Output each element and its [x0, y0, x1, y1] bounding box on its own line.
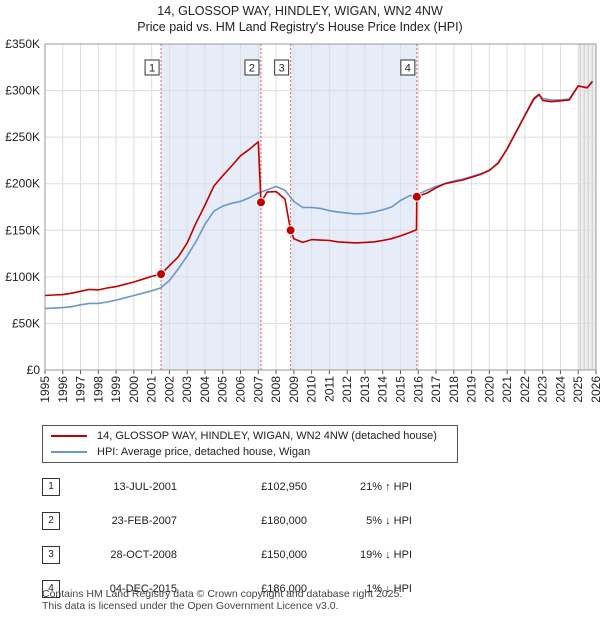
legend-item-hpi: HPI: Average price, detached house, Wiga… [51, 444, 310, 460]
x-tick-label: 2023 [536, 376, 550, 403]
y-tick-label: £300K [5, 84, 40, 98]
sale-price: £186,000 [261, 583, 307, 595]
x-tick-label: 2000 [127, 376, 141, 403]
x-tick-label: 2012 [340, 376, 354, 403]
sale-label: 1 [149, 63, 155, 75]
sale-price: £150,000 [261, 549, 307, 561]
sale-date: 28-OCT-2008 [110, 549, 177, 561]
legend-item-property: 14, GLOSSOP WAY, HINDLEY, WIGAN, WN2 4NW… [51, 428, 437, 444]
sale-point [411, 191, 422, 202]
sale-point [255, 197, 266, 208]
x-tick-label: 2011 [322, 376, 336, 402]
x-tick-label: 2018 [447, 376, 461, 403]
y-tick-label: £50K [12, 316, 40, 330]
sale-date: 04-DEC-2015 [109, 583, 177, 595]
x-tick-label: 2016 [411, 376, 425, 403]
x-tick-label: 2007 [251, 376, 265, 403]
price-chart: £0 £50K £100K £150K £200K £250K £300K £350K 1995… [5, 37, 600, 403]
sale-label: 2 [249, 63, 255, 75]
sale-label: 4 [405, 63, 411, 75]
sale-point [285, 225, 296, 236]
x-tick-label: 1999 [109, 376, 123, 403]
chart-title: 14, GLOSSOP WAY, HINDLEY, WIGAN, WN2 4NW [157, 4, 443, 18]
x-tick-label: 2002 [162, 376, 176, 403]
y-tick-label: £250K [5, 130, 40, 144]
legend-swatch-hpi [51, 451, 87, 454]
sale-date: 23-FEB-2007 [111, 515, 177, 527]
plot-frame [44, 43, 597, 371]
sale-price: £180,000 [261, 515, 307, 527]
x-tick-label: 2014 [376, 376, 390, 403]
y-tick-label: £100K [5, 270, 40, 284]
x-tick-label: 2022 [518, 376, 532, 403]
attribution-line-2: This data is licensed under the Open Gov… [42, 599, 339, 612]
x-tick-label: 2001 [145, 376, 159, 403]
x-tick-label: 2004 [198, 376, 212, 403]
x-tick-label: 2017 [429, 376, 443, 403]
x-tick-label: 2010 [305, 376, 319, 403]
x-tick-label: 1996 [56, 376, 70, 403]
x-tick-label: 2025 [571, 376, 585, 403]
sale-hpi-diff: 19% ↓ HPI [360, 549, 412, 561]
sale-number-badge: 4 [42, 580, 60, 598]
sale-hpi-diff: 5% ↓ HPI [366, 515, 412, 527]
legend-label-hpi: HPI: Average price, detached house, Wiga… [97, 446, 311, 458]
y-tick-label: £0 [27, 363, 41, 377]
property-series-line [44, 80, 594, 297]
x-tick-label: 2005 [216, 376, 230, 403]
sale-price: £102,950 [261, 481, 307, 493]
x-tick-label: 1997 [74, 376, 88, 403]
x-tick-label: 2015 [393, 376, 407, 403]
x-tick-label: 2013 [358, 376, 372, 403]
sale-label-box [144, 59, 160, 76]
transactions-table: 1 13-JUL-2001 £102,950 21% ↑ HPI 2 23-FE… [42, 470, 412, 606]
x-tick-label: 1998 [91, 376, 105, 403]
x-tick-label: 2006 [234, 376, 248, 403]
sale-date: 13-JUL-2001 [113, 481, 177, 493]
sale-number-badge: 3 [42, 546, 60, 564]
x-tick-label: 2026 [589, 376, 600, 403]
sale-label-box [400, 59, 416, 76]
table-row: 2 23-FEB-2007 £180,000 5% ↓ HPI [42, 504, 412, 538]
x-tick-label: 2009 [287, 376, 301, 403]
y-tick-label: £350K [5, 37, 40, 51]
sale-hpi-diff: 21% ↑ HPI [360, 481, 412, 493]
table-row: 3 28-OCT-2008 £150,000 19% ↓ HPI [42, 538, 412, 572]
x-tick-label: 2019 [465, 376, 479, 403]
y-tick-label: £200K [5, 177, 40, 191]
legend: 14, GLOSSOP WAY, HINDLEY, WIGAN, WN2 4NW… [42, 425, 458, 463]
attribution: Contains HM Land Registry data © Crown c… [42, 588, 403, 612]
chart-subtitle: Price paid vs. HM Land Registry's House … [137, 20, 463, 34]
x-tick-label: 2021 [500, 376, 514, 403]
x-tick-label: 1995 [38, 376, 52, 403]
sale-label: 3 [279, 63, 285, 75]
table-row: 1 13-JUL-2001 £102,950 21% ↑ HPI [42, 470, 412, 504]
sale-label-box [274, 59, 290, 76]
sale-number-badge: 1 [42, 478, 60, 496]
legend-swatch-property [51, 435, 87, 438]
legend-label-property: 14, GLOSSOP WAY, HINDLEY, WIGAN, WN2 4NW… [97, 430, 437, 442]
sale-number-badge: 2 [42, 512, 60, 530]
attribution-line-1: Contains HM Land Registry data © Crown c… [42, 588, 403, 600]
table-row: 4 04-DEC-2015 £186,000 1% ↓ HPI [42, 572, 412, 606]
forecast-region [578, 44, 596, 370]
x-tick-label: 2024 [553, 376, 567, 403]
sale-hpi-diff: 1% ↓ HPI [366, 583, 412, 595]
x-tick-label: 2020 [482, 376, 496, 403]
x-tick-label: 2003 [180, 376, 194, 403]
sale-point [156, 269, 167, 280]
x-tick-label: 2008 [269, 376, 283, 403]
shaded-period [161, 44, 261, 370]
y-tick-label: £150K [5, 223, 40, 237]
sale-label-box [244, 59, 260, 76]
